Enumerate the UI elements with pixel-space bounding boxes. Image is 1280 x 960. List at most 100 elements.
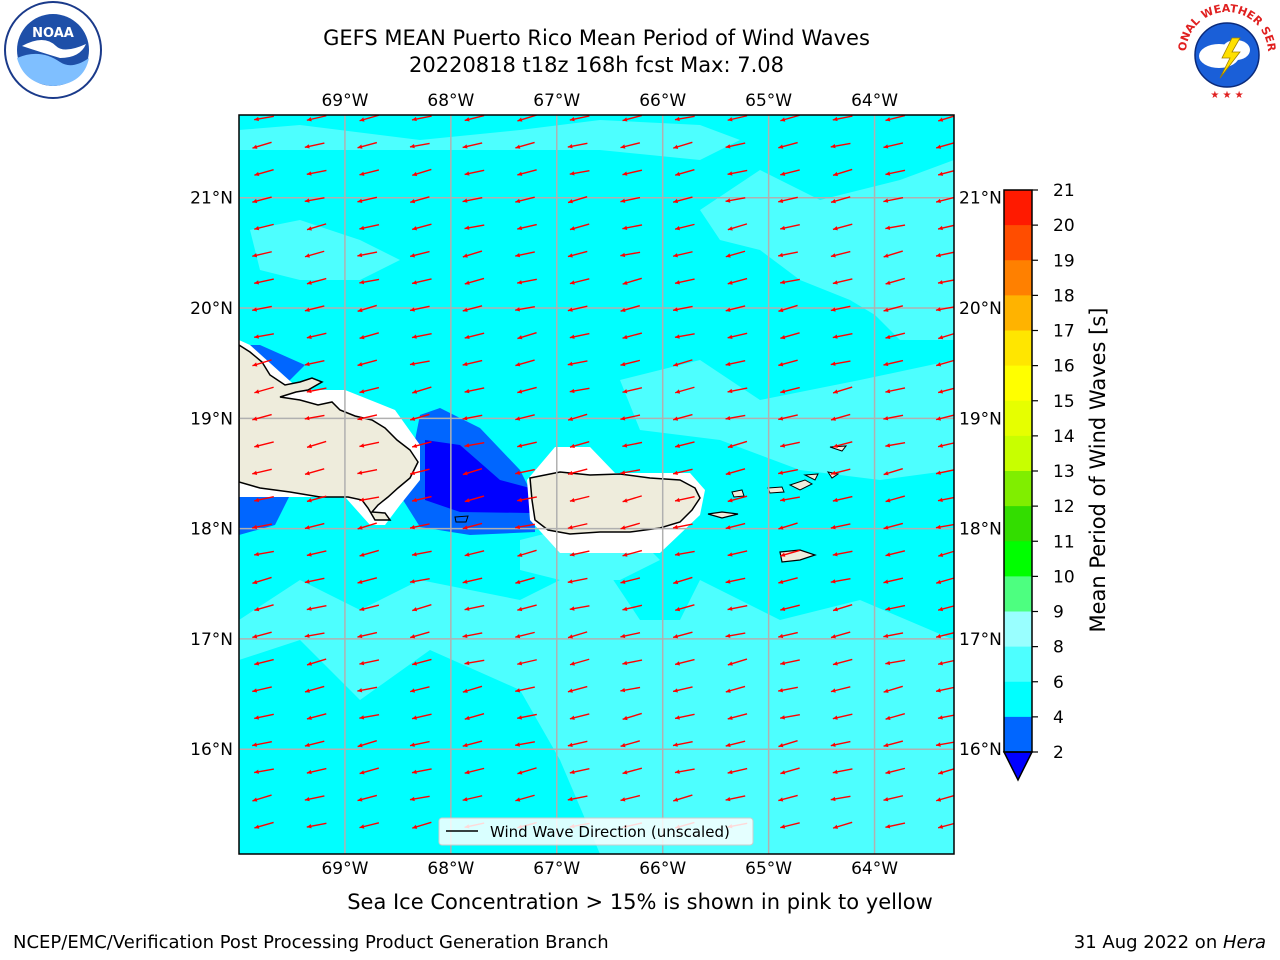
colorbar-extend-arrow bbox=[1002, 751, 1034, 782]
footer-date: 31 Aug 2022 on Hera bbox=[1073, 932, 1266, 953]
wave-direction-arrow bbox=[832, 550, 853, 557]
wave-direction-arrow bbox=[883, 197, 904, 203]
wave-direction-arrow bbox=[780, 713, 800, 720]
wave-direction-arrow bbox=[885, 169, 906, 176]
wave-direction-arrow bbox=[569, 440, 590, 449]
wave-direction-arrow bbox=[883, 685, 903, 693]
wave-direction-arrow bbox=[569, 278, 590, 285]
wave-direction-arrow bbox=[517, 278, 537, 285]
wave-direction-arrow bbox=[359, 549, 380, 557]
map-title: GEFS MEAN Puerto Rico Mean Period of Win… bbox=[323, 26, 870, 50]
wave-direction-arrow bbox=[306, 713, 327, 720]
wave-direction-arrow bbox=[727, 115, 748, 122]
lat-tick-label-left: 17°N bbox=[190, 630, 233, 650]
wave-direction-arrow bbox=[517, 659, 537, 666]
wave-direction-arrow bbox=[462, 414, 483, 421]
wave-direction-arrow bbox=[883, 250, 903, 258]
wave-direction-arrow bbox=[622, 224, 643, 230]
wave-direction-arrow bbox=[464, 387, 485, 394]
wave-direction-arrow bbox=[830, 360, 851, 366]
wave-direction-arrow bbox=[778, 631, 798, 639]
wave-direction-arrow bbox=[883, 577, 904, 584]
wave-direction-arrow bbox=[725, 685, 746, 693]
wave-direction-arrow bbox=[672, 468, 693, 475]
wave-direction-arrow bbox=[515, 468, 535, 475]
wave-direction-arrow bbox=[620, 414, 641, 421]
wave-direction-arrow bbox=[411, 550, 432, 557]
wave-direction-arrow bbox=[830, 142, 851, 149]
wave-direction-arrow bbox=[620, 196, 641, 203]
wave-direction-arrow bbox=[252, 196, 272, 204]
lon-tick-label-top: 66°W bbox=[639, 91, 686, 111]
wave-direction-arrow bbox=[622, 604, 643, 611]
wave-direction-arrow bbox=[357, 740, 377, 748]
wave-direction-arrow bbox=[622, 495, 642, 503]
wave-direction-arrow bbox=[778, 251, 798, 258]
wave-direction-arrow bbox=[937, 605, 954, 612]
wave-direction-arrow bbox=[622, 712, 642, 721]
wave-direction-arrow bbox=[832, 386, 853, 394]
lon-tick-label-bottom: 68°W bbox=[427, 859, 474, 879]
wave-direction-arrow bbox=[409, 196, 430, 204]
wave-direction-arrow bbox=[620, 359, 641, 367]
wave-direction-arrow bbox=[567, 795, 588, 802]
wave-direction-arrow bbox=[883, 142, 904, 149]
wave-direction-arrow bbox=[725, 250, 746, 258]
wave-direction-arrow bbox=[778, 740, 798, 748]
wave-direction-arrow bbox=[937, 496, 954, 502]
wave-direction-arrow bbox=[567, 523, 588, 530]
colorbar-segment bbox=[1004, 295, 1032, 331]
wave-direction-arrow bbox=[517, 441, 537, 448]
wave-direction-arrow bbox=[620, 794, 641, 802]
wave-direction-arrow bbox=[727, 223, 748, 231]
lat-tick-label-right: 17°N bbox=[959, 630, 1002, 650]
wave-direction-arrow bbox=[359, 713, 380, 720]
wave-direction-arrow bbox=[462, 197, 483, 203]
wave-direction-arrow bbox=[464, 495, 485, 503]
wave-direction-arrow bbox=[780, 549, 800, 557]
wave-direction-arrow bbox=[622, 441, 643, 448]
wave-direction-arrow bbox=[727, 332, 748, 339]
wave-direction-arrow bbox=[622, 277, 642, 285]
wave-direction-arrow bbox=[622, 387, 643, 394]
wave-direction-arrow bbox=[778, 577, 798, 584]
colorbar-segment bbox=[1004, 260, 1032, 296]
colorbar-tick-label: 19 bbox=[1053, 251, 1075, 271]
colorbar-label: Mean Period of Wind Waves [s] bbox=[1086, 308, 1110, 633]
wave-direction-arrow bbox=[359, 278, 380, 285]
wave-direction-arrow bbox=[832, 495, 853, 503]
wave-direction-arrow bbox=[306, 822, 327, 829]
wave-direction-arrow bbox=[252, 523, 272, 530]
wave-direction-arrow bbox=[252, 141, 272, 149]
wave-direction-arrow bbox=[674, 550, 695, 557]
wave-direction-arrow bbox=[622, 332, 643, 340]
wave-direction-arrow bbox=[672, 741, 693, 747]
colorbar-segment bbox=[1004, 225, 1032, 261]
wave-direction-arrow bbox=[306, 767, 327, 775]
wave-direction-arrow bbox=[938, 768, 954, 775]
wave-direction-arrow bbox=[304, 360, 325, 367]
wave-direction-arrow bbox=[515, 631, 535, 639]
wave-direction-arrow bbox=[304, 142, 325, 149]
wave-direction-arrow bbox=[357, 522, 377, 530]
wave-direction-arrow bbox=[464, 115, 485, 122]
wave-direction-arrow bbox=[357, 304, 377, 313]
wave-direction-arrow bbox=[725, 577, 746, 584]
wave-direction-arrow bbox=[306, 440, 327, 449]
wave-direction-arrow bbox=[462, 522, 483, 530]
map-subtitle: 20220818 t18z 168h fcst Max: 7.08 bbox=[409, 53, 784, 77]
wave-direction-arrow bbox=[252, 794, 272, 802]
wave-direction-arrow bbox=[674, 333, 695, 339]
wave-direction-arrow bbox=[409, 413, 430, 421]
colorbar-segment bbox=[1004, 611, 1032, 648]
wave-direction-arrow bbox=[359, 604, 380, 612]
wave-direction-arrow bbox=[830, 740, 851, 747]
wave-direction-arrow bbox=[412, 386, 432, 394]
wave-direction-arrow bbox=[412, 821, 432, 829]
wave-direction-arrow bbox=[359, 386, 380, 394]
wave-direction-arrow bbox=[304, 632, 325, 638]
wave-direction-arrow bbox=[935, 632, 954, 639]
wave-direction-arrow bbox=[725, 360, 746, 367]
wave-direction-arrow bbox=[252, 251, 272, 258]
wave-direction-arrow bbox=[883, 468, 903, 476]
